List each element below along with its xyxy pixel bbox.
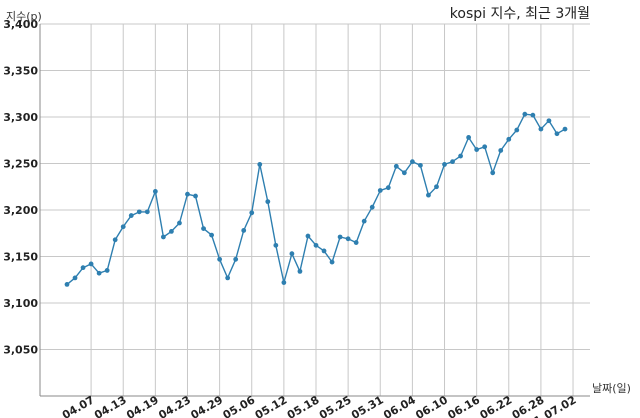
- data-point: [144, 209, 150, 215]
- x-axis-label: 날짜(일): [592, 381, 631, 395]
- data-point: [265, 199, 271, 205]
- x-tick-label: 05.12: [253, 393, 290, 418]
- data-point: [160, 234, 166, 240]
- data-point: [201, 226, 206, 232]
- data-point: [185, 191, 190, 197]
- data-point: [490, 170, 496, 176]
- data-point: [128, 213, 134, 218]
- series: [64, 111, 568, 287]
- data-point: [64, 282, 70, 287]
- data-point: [506, 136, 512, 142]
- data-point: [313, 242, 319, 248]
- y-tick-label: 3,050: [3, 344, 38, 357]
- data-point: [321, 248, 327, 254]
- axes: [39, 24, 590, 397]
- data-point: [96, 270, 102, 276]
- y-tick-label: 3,150: [3, 251, 38, 264]
- data-point: [393, 163, 399, 169]
- data-point: [136, 209, 142, 215]
- data-point: [217, 256, 223, 262]
- data-point: [353, 240, 359, 245]
- y-tick-label: 3,250: [3, 158, 38, 171]
- data-point: [369, 204, 375, 210]
- x-tick-label: 06.16: [446, 393, 483, 418]
- x-tick-label: 06.22: [478, 393, 515, 418]
- x-tick-label: 06.04: [381, 393, 418, 418]
- data-point: [233, 256, 239, 262]
- data-point: [193, 193, 198, 199]
- y-tick-labels: 3,050 3,100 3,150 3,200 3,250 3,300 3,350 3,400: [3, 18, 38, 357]
- x-tick-label: 04.07: [60, 393, 97, 418]
- y-tick-label: 3,200: [3, 204, 38, 217]
- x-tick-label: 05.25: [317, 393, 354, 418]
- data-point: [257, 162, 263, 167]
- data-point: [426, 192, 431, 198]
- data-point: [305, 233, 311, 239]
- y-tick-label: 3,300: [3, 111, 38, 124]
- x-tick-label: 05.31: [349, 393, 386, 418]
- data-point: [225, 275, 231, 281]
- x-tick-label: 04.23: [156, 393, 193, 418]
- x-tick-label: 05.18: [285, 393, 322, 418]
- data-point: [418, 162, 423, 168]
- x-tick-label: 04.13: [92, 393, 129, 418]
- data-point: [442, 162, 447, 167]
- data-point: [249, 210, 255, 216]
- data-point: [241, 228, 247, 233]
- y-tick-label: 3,400: [3, 18, 38, 31]
- data-point: [112, 237, 118, 243]
- chart-title: kospi 지수, 최근 3개월: [450, 6, 590, 22]
- x-tick-label: 05.06: [221, 393, 258, 418]
- data-point: [530, 112, 536, 118]
- y-tick-label: 3,350: [3, 65, 38, 78]
- data-point: [104, 268, 110, 273]
- data-point: [385, 185, 391, 191]
- data-point: [522, 111, 528, 117]
- data-point: [297, 268, 303, 274]
- x-tick-label: 04.19: [124, 393, 161, 418]
- data-point: [498, 148, 504, 153]
- x-tick-label: 04.29: [188, 393, 225, 418]
- data-point: [281, 280, 287, 285]
- x-tick-labels: 04.0704.1304.1904.2304.2905.0605.1205.18…: [60, 393, 579, 418]
- data-point: [434, 184, 439, 190]
- data-point: [88, 261, 94, 267]
- data-point: [409, 159, 415, 165]
- data-point: [450, 159, 455, 165]
- data-point: [361, 218, 367, 224]
- data-point: [345, 236, 351, 242]
- data-point: [72, 275, 78, 281]
- y-tick-label: 3,100: [3, 297, 38, 310]
- data-point: [337, 234, 343, 240]
- data-point: [474, 147, 480, 152]
- data-point: [554, 131, 560, 137]
- data-point: [209, 232, 214, 238]
- data-point: [329, 259, 335, 265]
- data-point: [562, 126, 568, 132]
- data-point: [289, 251, 295, 257]
- data-point: [177, 220, 182, 226]
- data-point: [377, 188, 383, 193]
- x-tick-label: 06.10: [413, 393, 450, 418]
- data-point: [401, 170, 407, 176]
- data-point: [538, 126, 544, 132]
- data-point: [458, 153, 463, 159]
- data-point: [80, 265, 86, 271]
- data-point: [120, 224, 126, 230]
- data-point: [514, 127, 520, 133]
- data-point: [466, 135, 472, 140]
- y-axis-label: 지수(p): [6, 10, 42, 23]
- grid: [40, 23, 590, 396]
- data-point: [482, 144, 488, 150]
- data-point: [169, 228, 174, 234]
- data-point: [152, 189, 158, 194]
- data-point: [273, 242, 279, 248]
- data-point: [546, 118, 552, 124]
